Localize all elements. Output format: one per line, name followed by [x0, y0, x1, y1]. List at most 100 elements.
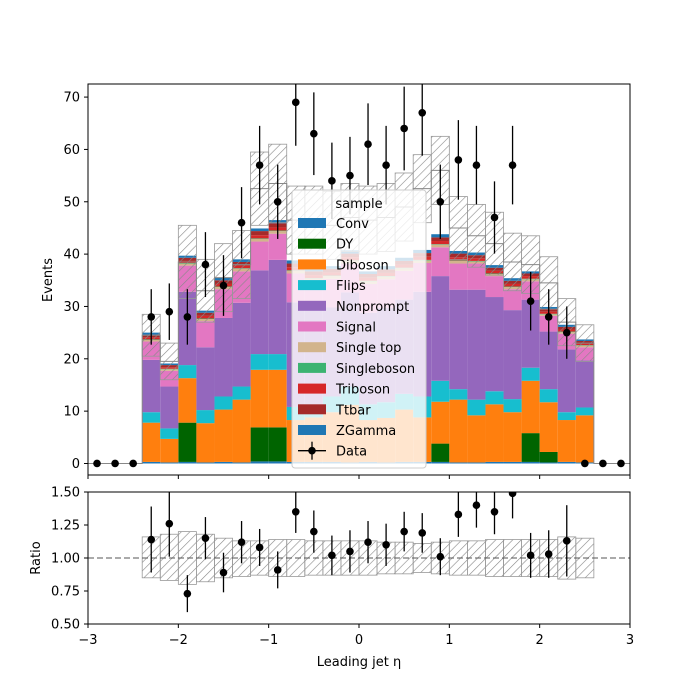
data-point [454, 156, 463, 164]
ratio-point [328, 551, 336, 560]
y-tick-label: 10 [63, 405, 80, 420]
data-point [328, 177, 336, 185]
bar-diboson [232, 399, 251, 463]
x-tick-label: 3 [626, 633, 634, 648]
bar-singleboson [449, 260, 468, 261]
bar-flips [214, 396, 233, 410]
data-point [310, 129, 318, 138]
bar-nonprompt [467, 289, 486, 400]
legend-swatch-dy [298, 238, 326, 249]
bar-conv [178, 461, 197, 464]
legend-label: Nonprompt [336, 300, 409, 315]
legend-swatch-diboson [298, 259, 326, 270]
ratio-point [291, 508, 300, 516]
main-y-axis-label: Events [41, 258, 56, 302]
x-tick-label: −2 [169, 633, 188, 648]
ratio-y-axis-label: Ratio [29, 541, 44, 574]
data-point [526, 297, 535, 306]
y-tick-label: 40 [63, 248, 80, 263]
bar-nonprompt [268, 259, 287, 355]
ratio-point [273, 566, 282, 574]
bar-triboson [250, 235, 269, 239]
bar-nonprompt [575, 360, 594, 408]
bar-nonprompt [485, 297, 504, 392]
bar-ttbar [250, 231, 269, 236]
legend-label: Conv [336, 217, 369, 232]
y-tick-label: 30 [63, 300, 80, 315]
legend-swatch-ttbar [298, 404, 326, 415]
bar-dy [539, 451, 558, 463]
legend-data-marker [308, 446, 316, 455]
y-tick-label: 0 [72, 457, 80, 472]
data-point [111, 459, 119, 468]
bar-flips [160, 428, 179, 439]
bar-diboson [250, 369, 269, 428]
data-point [599, 459, 607, 468]
bar-flips [196, 410, 215, 424]
ratio-y-tick-label: 1.50 [51, 486, 80, 501]
bar-dy [268, 427, 287, 462]
data-point [436, 197, 445, 206]
legend-label: Single top [336, 341, 401, 356]
data-point [581, 459, 589, 468]
data-point [382, 161, 390, 169]
ratio-y-tick-label: 0.75 [51, 585, 80, 600]
ratio-point [454, 510, 463, 519]
legend-swatch-single-top [298, 342, 326, 353]
bar-signal [250, 241, 269, 271]
bar-nonprompt [431, 276, 450, 381]
bar-nonprompt [250, 270, 269, 355]
legend-label: Triboson [335, 383, 390, 398]
ratio-point [237, 538, 246, 546]
data-point [617, 459, 625, 468]
data-point [129, 459, 137, 468]
bar-diboson [178, 378, 197, 423]
legend-swatch-conv [298, 218, 326, 228]
ratio-points [147, 492, 571, 613]
bar-signal [449, 263, 468, 290]
data-point [400, 124, 408, 133]
bar-conv [214, 461, 233, 464]
bar-conv [539, 462, 558, 464]
x-tick-label: 1 [445, 633, 453, 648]
bar-signal [268, 233, 287, 260]
data-point [508, 161, 517, 169]
bar-diboson [521, 380, 540, 434]
bar-flips [268, 354, 287, 370]
bar-dy [521, 433, 540, 462]
bar-flips [142, 412, 161, 423]
legend-label: Ttbar [335, 403, 371, 418]
data-point [237, 218, 246, 227]
x-axis-label: Leading jet η [317, 655, 402, 670]
ratio-point [310, 527, 318, 536]
bar-conv [503, 461, 522, 464]
bar-conv [485, 461, 504, 464]
legend-swatch-zgamma [298, 425, 326, 435]
data-point [165, 307, 174, 316]
legend-swatch-nonprompt [298, 300, 326, 311]
legend-items: Conv DY Diboson Flips Nonprompt Signal Single … [298, 217, 415, 460]
bar-single-top [250, 238, 269, 242]
bar-flips [521, 367, 540, 381]
data-point [255, 161, 264, 169]
x-tick-label: −3 [78, 633, 97, 648]
legend-label: DY [336, 238, 353, 253]
bar-single-top [449, 260, 468, 264]
bar-diboson [196, 423, 215, 463]
bar-conv [250, 461, 269, 464]
bar-nonprompt [142, 359, 161, 413]
bar-single-top [431, 244, 450, 248]
bar-conv [160, 462, 179, 464]
ratio-point [400, 527, 408, 536]
bar-nonprompt [160, 386, 179, 429]
bar-zgamma [250, 228, 269, 232]
data-point [472, 161, 481, 169]
ratio-point [508, 492, 517, 498]
data-point [346, 171, 354, 180]
bar-dy [431, 443, 450, 462]
legend-swatch-flips [298, 280, 326, 291]
bar-triboson [431, 241, 450, 245]
legend-swatch-singleboson [298, 362, 326, 373]
ratio-point [147, 535, 156, 544]
